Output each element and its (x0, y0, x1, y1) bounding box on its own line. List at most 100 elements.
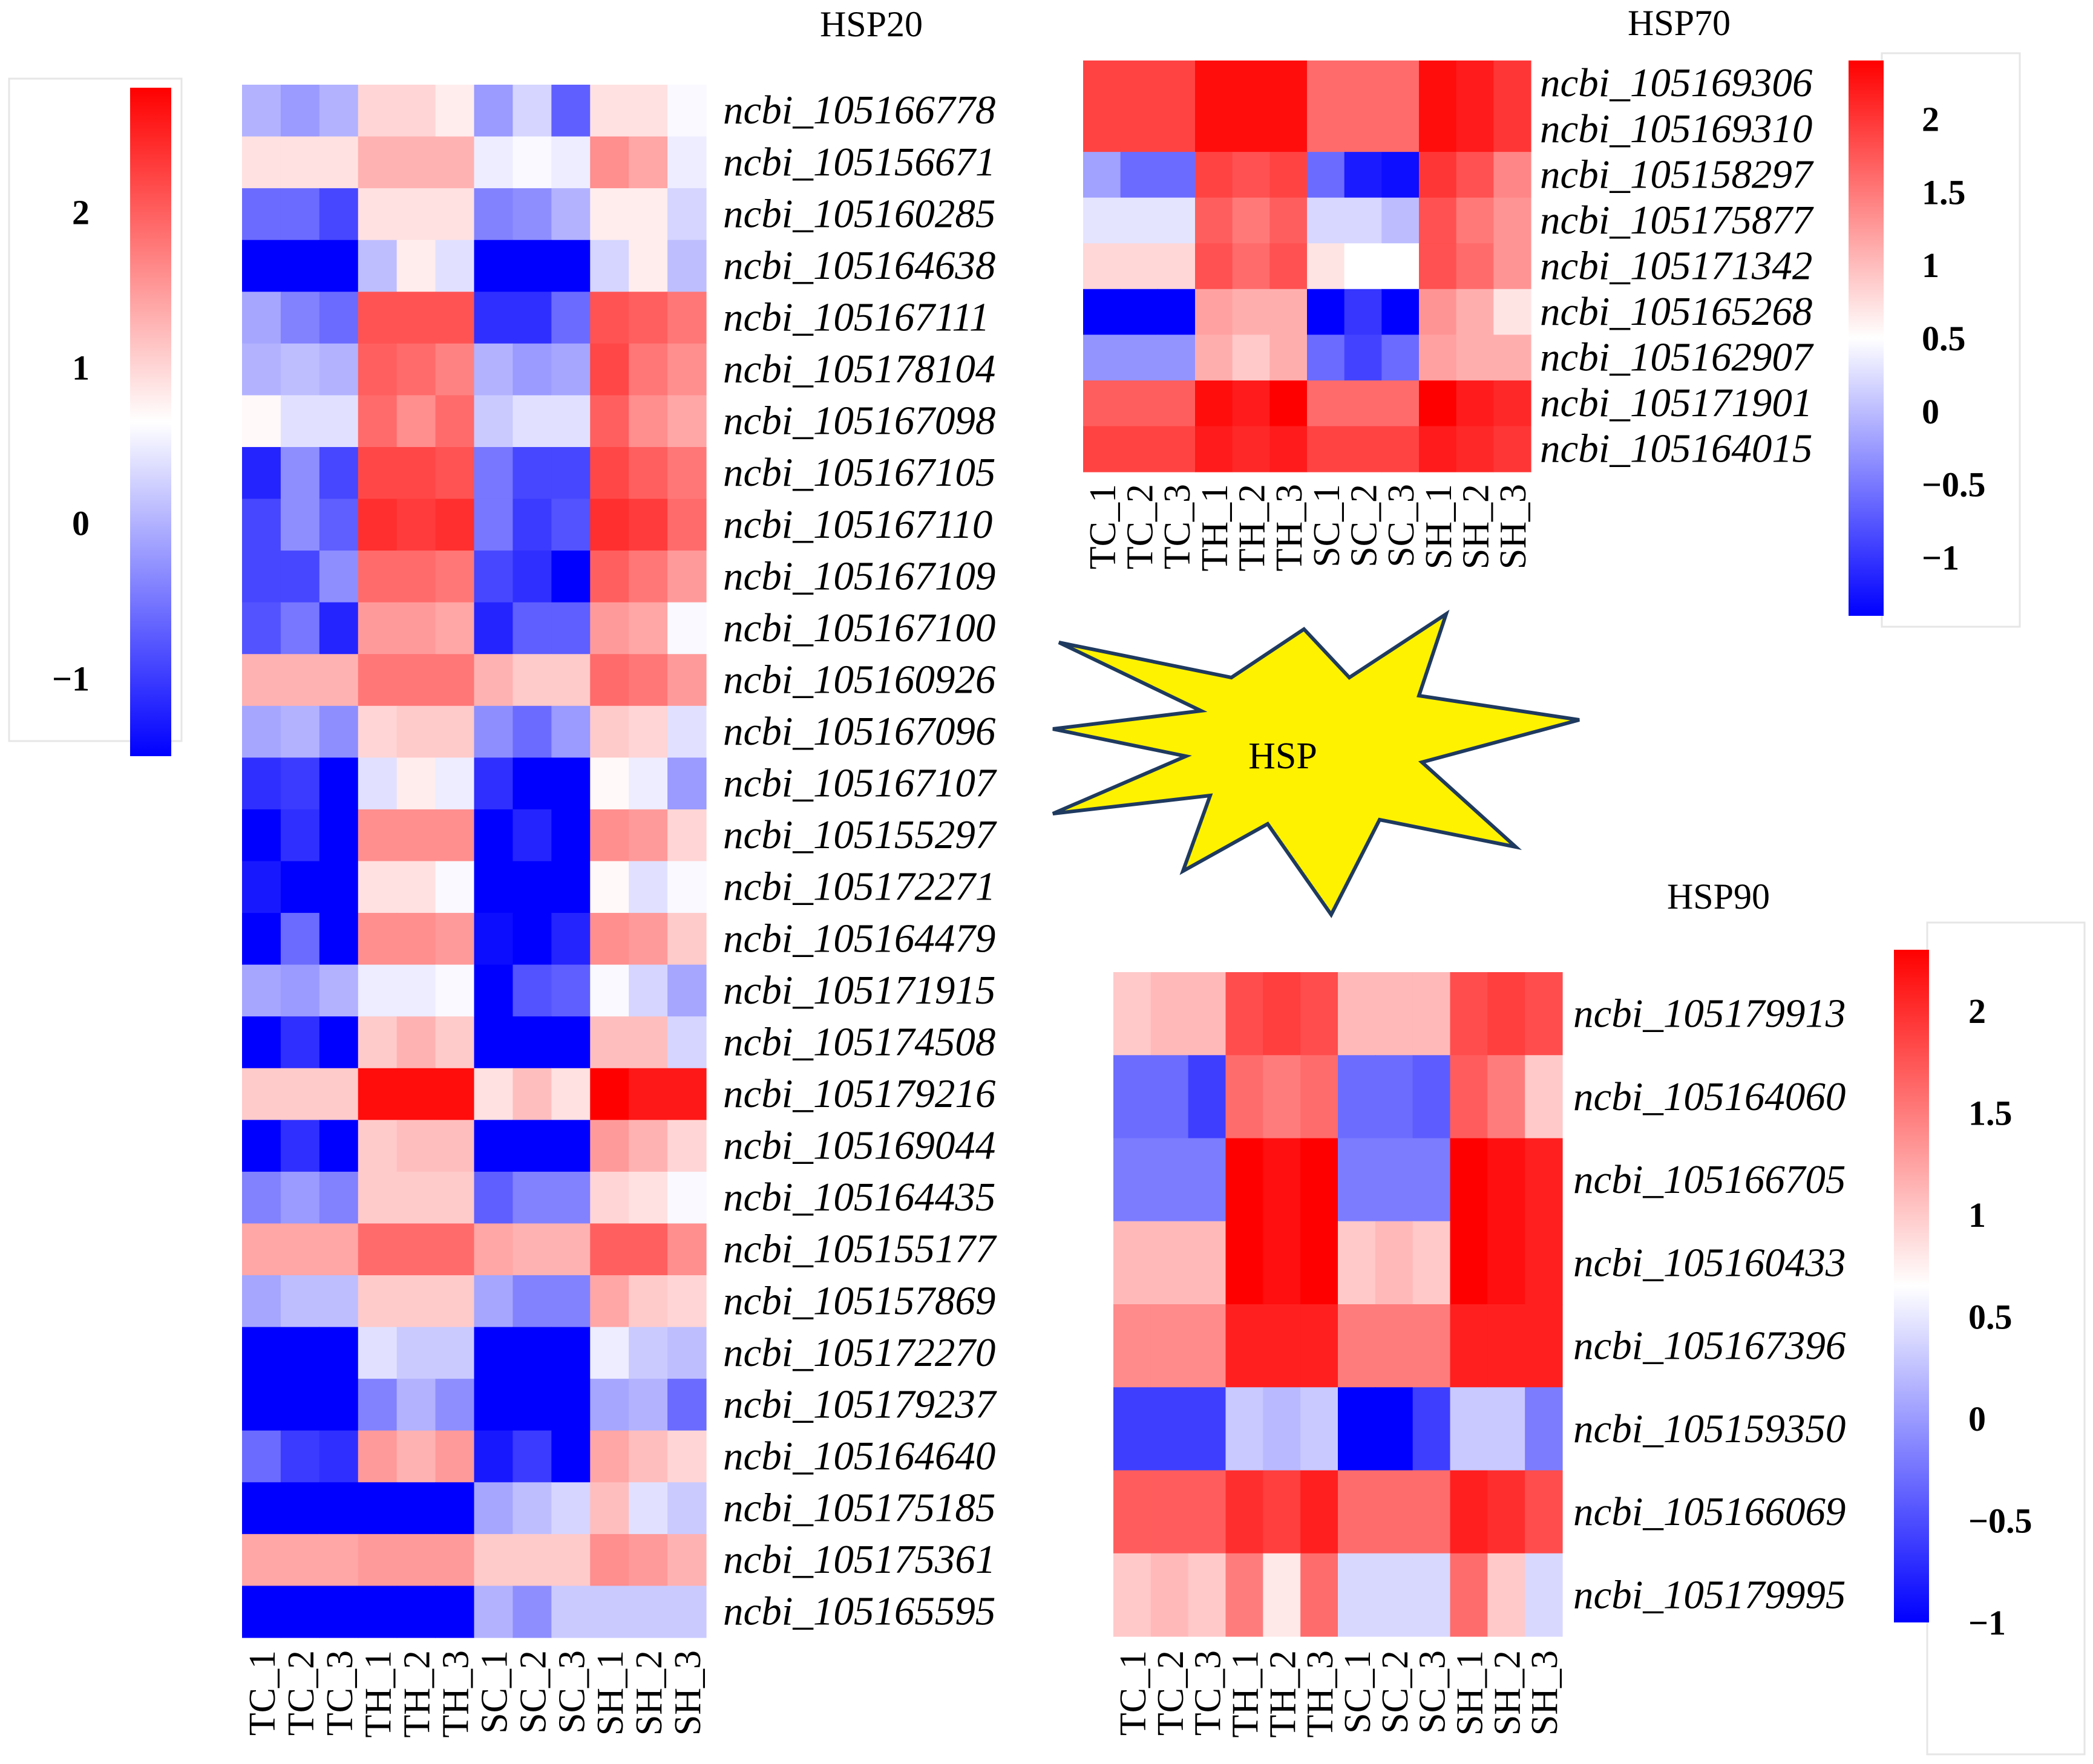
heatmap-cell (513, 964, 552, 1017)
heatmap-cell (1338, 972, 1376, 1056)
heatmap-cell (590, 1379, 629, 1431)
heatmap-cell (1225, 1387, 1263, 1471)
colorbar-tick-label: 1.5 (1968, 1094, 2013, 1133)
row-label: ncbi_105174508 (723, 1019, 995, 1064)
heatmap-cell (667, 188, 707, 241)
heatmap-cell (435, 498, 475, 551)
row-label: ncbi_105164640 (723, 1434, 995, 1478)
heatmap-cell (1300, 1470, 1338, 1554)
heatmap-cell (280, 654, 320, 707)
heatmap-cell (358, 757, 398, 810)
heatmap-cell (319, 1068, 359, 1120)
heatmap-cell (551, 1223, 591, 1276)
heatmap-cell (242, 550, 281, 603)
heatmap-cell (242, 1379, 281, 1431)
heatmap-cell (474, 1482, 514, 1535)
heatmap-cell (629, 550, 668, 603)
colorbar-tick-label: −0.5 (1968, 1501, 2032, 1541)
heatmap-cell (667, 1223, 707, 1276)
row-label: ncbi_105166778 (723, 88, 995, 132)
heatmap-cell (513, 292, 552, 344)
heatmap-cell (435, 1275, 475, 1328)
column-label: TH_2 (1262, 1650, 1303, 1738)
column-label: TH_1 (1225, 1650, 1266, 1738)
heatmap-cell (667, 1586, 707, 1638)
heatmap-cell (319, 136, 359, 189)
heatmap-cell (1450, 1387, 1488, 1471)
colorbar (130, 88, 171, 756)
row-label: ncbi_105171901 (1540, 381, 1812, 425)
heatmap-cell (435, 1068, 475, 1120)
heatmap-cell (1412, 972, 1451, 1056)
heatmap-cell (551, 1379, 591, 1431)
heatmap-cell (1487, 1055, 1525, 1139)
heatmap-cell (1487, 1470, 1525, 1554)
heatmap-cell (242, 1430, 281, 1483)
heatmap-cell (513, 1586, 552, 1638)
heatmap-cell (242, 757, 281, 810)
heatmap-cell (396, 913, 436, 965)
heatmap-cell (1493, 335, 1531, 381)
heatmap-cell (590, 705, 629, 758)
heatmap-cell (435, 1534, 475, 1587)
heatmap-cell (513, 705, 552, 758)
heatmap-cell (1188, 1138, 1227, 1222)
heatmap-cell (1300, 972, 1338, 1056)
heatmap-cell (474, 550, 514, 603)
heatmap-cell (1225, 1553, 1263, 1637)
heatmap-cell (1307, 380, 1345, 427)
heatmap-cell (396, 343, 436, 396)
heatmap-cell (358, 395, 398, 448)
heatmap-cell (242, 240, 281, 292)
heatmap-cell (319, 809, 359, 862)
heatmap-cell (1225, 1470, 1263, 1554)
heatmap-cell (1375, 1553, 1413, 1637)
heatmap-cell (1232, 243, 1270, 290)
heatmap-cell (1113, 1387, 1151, 1471)
heatmap-cell (319, 1171, 359, 1224)
heatmap-cell (1300, 1138, 1338, 1222)
heatmap-cell (513, 757, 552, 810)
heatmap-cell (319, 1586, 359, 1638)
heatmap-cell (435, 1016, 475, 1069)
heatmap-cell (396, 1534, 436, 1587)
heatmap-cell (1232, 335, 1270, 381)
heatmap-cell (358, 1482, 398, 1535)
heatmap-cell (513, 1430, 552, 1483)
heatmap-cell (551, 550, 591, 603)
heatmap-cell (280, 292, 320, 344)
row-label: ncbi_105159350 (1573, 1406, 1846, 1451)
heatmap-cell (358, 1120, 398, 1172)
heatmap-cell (280, 964, 320, 1017)
heatmap-cell (1456, 152, 1494, 198)
heatmap-cell (629, 1327, 668, 1379)
heatmap-cell (474, 757, 514, 810)
heatmap-cell (1083, 197, 1121, 244)
heatmap-cell (667, 1534, 707, 1587)
heatmap-cell (1487, 1138, 1525, 1222)
heatmap-cell (396, 602, 436, 655)
heatmap-cell (1456, 426, 1494, 472)
heatmap-cell (1232, 197, 1270, 244)
heatmap-cell (435, 240, 475, 292)
heatmap-cell (1113, 1553, 1151, 1637)
heatmap-cell (551, 498, 591, 551)
heatmap-cell (474, 654, 514, 707)
heatmap-cell (1188, 1553, 1227, 1637)
heatmap-cell (629, 498, 668, 551)
heatmap-cell (242, 1120, 281, 1172)
heatmap-cell (667, 1379, 707, 1431)
heatmap-cell (435, 550, 475, 603)
heatmap-cell (590, 602, 629, 655)
row-label: ncbi_105162907 (1540, 335, 1814, 380)
heatmap-cell (1300, 1304, 1338, 1388)
heatmap-cell (1375, 1387, 1413, 1471)
heatmap-cell (629, 1379, 668, 1431)
heatmap-cell (474, 292, 514, 344)
colorbar-tick-label: −1 (52, 659, 90, 699)
heatmap-cell (474, 85, 514, 137)
heatmap-cell (1158, 106, 1196, 152)
heatmap-cell (590, 446, 629, 500)
heatmap-cell (319, 446, 359, 500)
